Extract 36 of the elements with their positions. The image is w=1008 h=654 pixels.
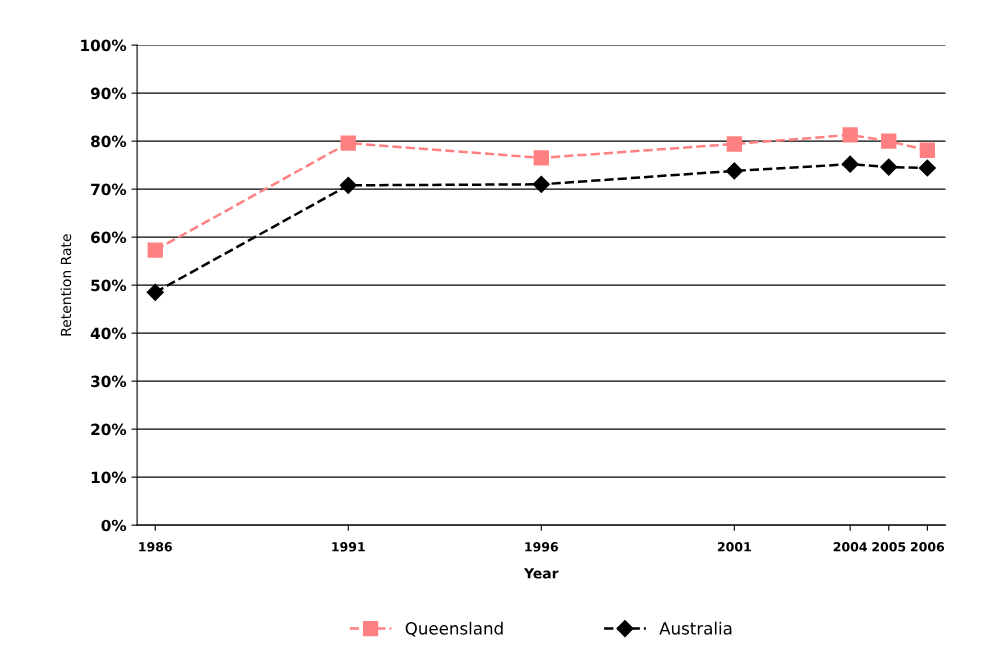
x-axis-title: Year	[523, 568, 559, 579]
y-tick-label: 10%	[91, 471, 127, 484]
y-tick-label: 80%	[91, 135, 127, 148]
point	[841, 155, 859, 173]
y-tick-label: 70%	[91, 183, 127, 196]
x-tick-label: 2001	[717, 542, 751, 552]
point	[918, 159, 936, 177]
point	[147, 242, 163, 258]
point	[725, 162, 743, 180]
point	[726, 136, 742, 152]
x-tick-label: 1996	[525, 542, 559, 552]
legend-label: Queensland	[405, 621, 503, 637]
point	[339, 176, 357, 194]
legend-label: Australia	[659, 621, 732, 635]
y-tick-label: 40%	[90, 327, 127, 340]
point	[842, 127, 858, 143]
y-tick-label: 50%	[91, 279, 127, 292]
point	[532, 175, 550, 193]
x-tick-label: 1991	[332, 542, 365, 552]
x-tick-label: 2005	[872, 542, 906, 552]
point	[881, 133, 897, 149]
point	[146, 283, 164, 301]
point	[880, 158, 898, 176]
y-tick-label: 20%	[91, 423, 127, 436]
x-tick-label: 2006	[910, 542, 945, 552]
y-tick-label: 90%	[90, 87, 127, 100]
y-tick-label: 100%	[81, 39, 127, 52]
y-axis-title: Retention Rate	[60, 234, 72, 336]
y-tick-label: 60%	[91, 231, 127, 244]
x-tick-label: 1986	[139, 542, 172, 552]
x-tick-label: 2004	[833, 542, 867, 552]
point	[919, 142, 935, 158]
y-tick-label: 0%	[101, 519, 127, 532]
y-tick-label: 30%	[91, 375, 127, 388]
point	[533, 150, 549, 166]
point	[340, 135, 356, 151]
